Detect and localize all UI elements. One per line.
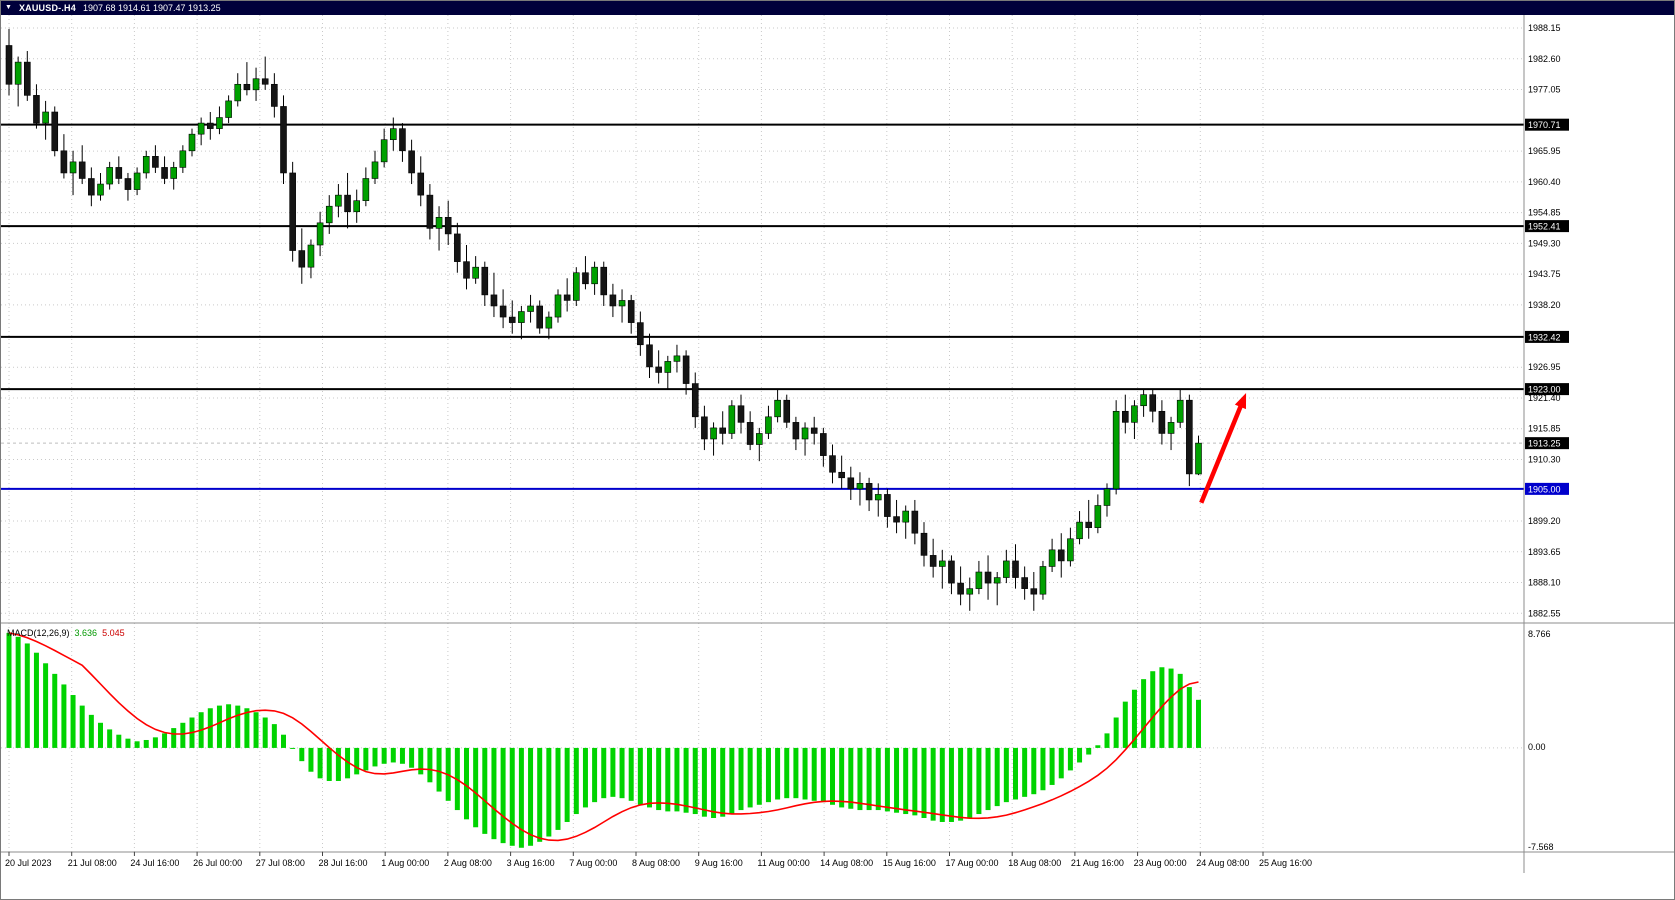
svg-text:26 Jul 00:00: 26 Jul 00:00 [193, 858, 242, 868]
svg-text:1913.25: 1913.25 [1528, 439, 1561, 449]
chart-dropdown-icon[interactable]: ▼ [5, 4, 12, 11]
svg-text:1915.85: 1915.85 [1528, 424, 1561, 434]
svg-text:1988.15: 1988.15 [1528, 23, 1561, 33]
svg-text:28 Jul 16:00: 28 Jul 16:00 [319, 858, 368, 868]
svg-text:8.766: 8.766 [1528, 629, 1551, 639]
svg-text:1893.65: 1893.65 [1528, 547, 1561, 557]
svg-text:1921.40: 1921.40 [1528, 393, 1561, 403]
svg-text:1952.41: 1952.41 [1528, 222, 1561, 232]
price-level-badge [1525, 437, 1569, 450]
svg-text:15 Aug 16:00: 15 Aug 16:00 [883, 858, 936, 868]
svg-text:1954.85: 1954.85 [1528, 208, 1561, 218]
macd-name: MACD(12,26,9) [7, 628, 70, 638]
svg-text:1905.00: 1905.00 [1528, 484, 1561, 494]
svg-text:7 Aug 00:00: 7 Aug 00:00 [569, 858, 617, 868]
svg-text:21 Jul 08:00: 21 Jul 08:00 [68, 858, 117, 868]
svg-text:1982.60: 1982.60 [1528, 54, 1561, 64]
svg-text:1970.71: 1970.71 [1528, 120, 1561, 130]
svg-text:20 Jul 2023: 20 Jul 2023 [5, 858, 52, 868]
chart-symbol-period: XAUUSD-.H4 [18, 3, 76, 13]
svg-text:0.00: 0.00 [1528, 742, 1546, 752]
svg-text:1949.30: 1949.30 [1528, 238, 1561, 248]
svg-text:25 Aug 16:00: 25 Aug 16:00 [1259, 858, 1312, 868]
svg-text:1926.95: 1926.95 [1528, 362, 1561, 372]
svg-text:24 Jul 16:00: 24 Jul 16:00 [130, 858, 179, 868]
macd-signal-line [8, 632, 1199, 842]
macd-main-value: 3.636 [74, 628, 98, 638]
svg-text:1965.95: 1965.95 [1528, 146, 1561, 156]
svg-text:1882.55: 1882.55 [1528, 608, 1561, 618]
svg-text:1888.10: 1888.10 [1528, 578, 1561, 588]
svg-text:8 Aug 08:00: 8 Aug 08:00 [632, 858, 680, 868]
svg-text:1932.42: 1932.42 [1528, 332, 1561, 342]
candles-layer [5, 28, 1202, 611]
price-level-badge [1525, 482, 1569, 495]
chart-ohlc-readout: 1907.68 1914.61 1907.47 1913.25 [82, 3, 221, 13]
trade-direction-arrow [1199, 392, 1247, 504]
svg-text:3 Aug 16:00: 3 Aug 16:00 [507, 858, 555, 868]
svg-text:1899.20: 1899.20 [1528, 516, 1561, 526]
pane-separators [1, 15, 1674, 873]
price-level-badge [1525, 330, 1569, 343]
svg-text:1977.05: 1977.05 [1528, 85, 1561, 95]
svg-text:1938.20: 1938.20 [1528, 300, 1561, 310]
price-level-badge [1525, 220, 1569, 233]
macd-indicator-label: MACD(12,26,9) 3.636 5.045 [7, 628, 125, 638]
price-levels-layer[interactable] [1, 123, 1524, 490]
macd-layer [6, 632, 1201, 848]
svg-text:27 Jul 08:00: 27 Jul 08:00 [256, 858, 305, 868]
svg-text:-7.568: -7.568 [1528, 842, 1554, 852]
svg-text:17 Aug 00:00: 17 Aug 00:00 [946, 858, 999, 868]
svg-text:21 Aug 16:00: 21 Aug 16:00 [1071, 858, 1124, 868]
svg-text:1910.30: 1910.30 [1528, 454, 1561, 464]
svg-text:1923.00: 1923.00 [1528, 385, 1561, 395]
price-level-badge [1525, 383, 1569, 396]
svg-text:23 Aug 00:00: 23 Aug 00:00 [1134, 858, 1187, 868]
chart-title-bar: ▼ XAUUSD-.H4 1907.68 1914.61 1907.47 191… [1, 1, 1674, 15]
price-scale[interactable]: 1988.15 1982.60 1977.05 1965.95 1960.40 1954.… [1525, 23, 1569, 852]
price-level-badge [1525, 118, 1569, 131]
svg-text:14 Aug 08:00: 14 Aug 08:00 [820, 858, 873, 868]
time-scale[interactable]: 20 Jul 2023 21 Jul 08:00 24 Jul 16:00 26 Ju… [5, 852, 1312, 868]
svg-text:1 Aug 00:00: 1 Aug 00:00 [381, 858, 429, 868]
svg-text:1960.40: 1960.40 [1528, 177, 1561, 187]
svg-text:9 Aug 16:00: 9 Aug 16:00 [695, 858, 743, 868]
svg-text:11 Aug 00:00: 11 Aug 00:00 [757, 858, 809, 868]
svg-text:1943.75: 1943.75 [1528, 269, 1561, 279]
svg-text:18 Aug 08:00: 18 Aug 08:00 [1008, 858, 1061, 868]
svg-text:24 Aug 08:00: 24 Aug 08:00 [1196, 858, 1249, 868]
macd-signal-value: 5.045 [102, 628, 125, 638]
svg-text:2 Aug 08:00: 2 Aug 08:00 [444, 858, 492, 868]
